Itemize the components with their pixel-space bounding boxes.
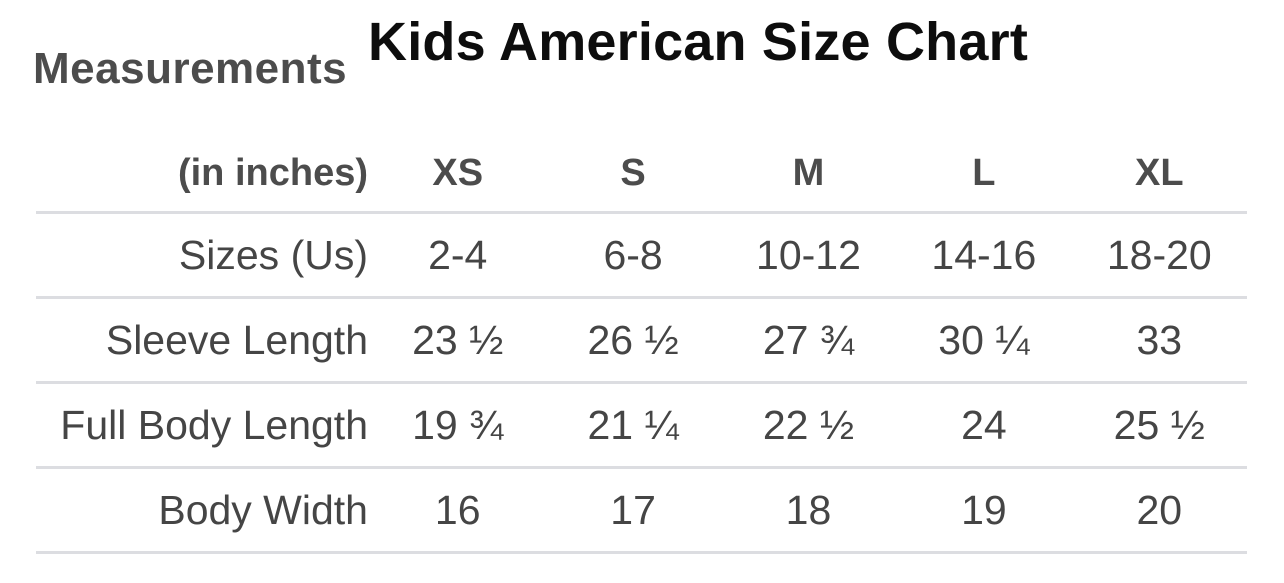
- table-cell: 27 ¾: [720, 297, 897, 384]
- table-cell: 22 ½: [720, 382, 897, 469]
- table-cell: 18: [720, 467, 897, 554]
- table-cell: 33: [1071, 297, 1247, 384]
- table-cell: 23 ½: [370, 297, 546, 384]
- table-cell: 24: [896, 382, 1072, 469]
- column-header-l: L: [896, 105, 1072, 214]
- table-cell: 16: [370, 467, 546, 554]
- column-header-row: (in inches) XS S M L XL: [36, 105, 1247, 214]
- row-label: Body Width: [36, 467, 370, 554]
- units-label: (in inches): [36, 105, 370, 214]
- chart-header: Kids American Size Chart Measurements: [0, 0, 1284, 105]
- column-header-s: S: [545, 105, 721, 214]
- table-cell: 17: [545, 467, 721, 554]
- table-cell: 19 ¾: [370, 382, 546, 469]
- size-chart-table: (in inches) XS S M L XL Sizes (Us) 2-4 6…: [36, 105, 1247, 554]
- row-label: Full Body Length: [36, 382, 370, 469]
- table-row-sleeve-length: Sleeve Length 23 ½ 26 ½ 27 ¾ 30 ¼ 33: [36, 297, 1247, 384]
- table-cell: 6-8: [545, 212, 721, 299]
- table-cell: 18-20: [1071, 212, 1247, 299]
- table-cell: 2-4: [370, 212, 546, 299]
- table-cell: 20: [1071, 467, 1247, 554]
- table-cell: 14-16: [896, 212, 1072, 299]
- table-cell: 30 ¼: [896, 297, 1072, 384]
- column-header-m: M: [720, 105, 897, 214]
- table-row-full-body-length: Full Body Length 19 ¾ 21 ¼ 22 ½ 24 25 ½: [36, 382, 1247, 469]
- column-header-xl: XL: [1071, 105, 1247, 214]
- page-title: Kids American Size Chart: [368, 12, 1028, 72]
- table-row-body-width: Body Width 16 17 18 19 20: [36, 467, 1247, 554]
- row-label: Sleeve Length: [36, 297, 370, 384]
- row-label: Sizes (Us): [36, 212, 370, 299]
- column-header-xs: XS: [370, 105, 546, 214]
- table-row-sizes-us: Sizes (Us) 2-4 6-8 10-12 14-16 18-20: [36, 212, 1247, 299]
- table-cell: 26 ½: [545, 297, 721, 384]
- measurements-label: Measurements: [33, 44, 348, 93]
- table-cell: 25 ½: [1071, 382, 1247, 469]
- table-cell: 19: [896, 467, 1072, 554]
- table-cell: 10-12: [720, 212, 897, 299]
- table-cell: 21 ¼: [545, 382, 721, 469]
